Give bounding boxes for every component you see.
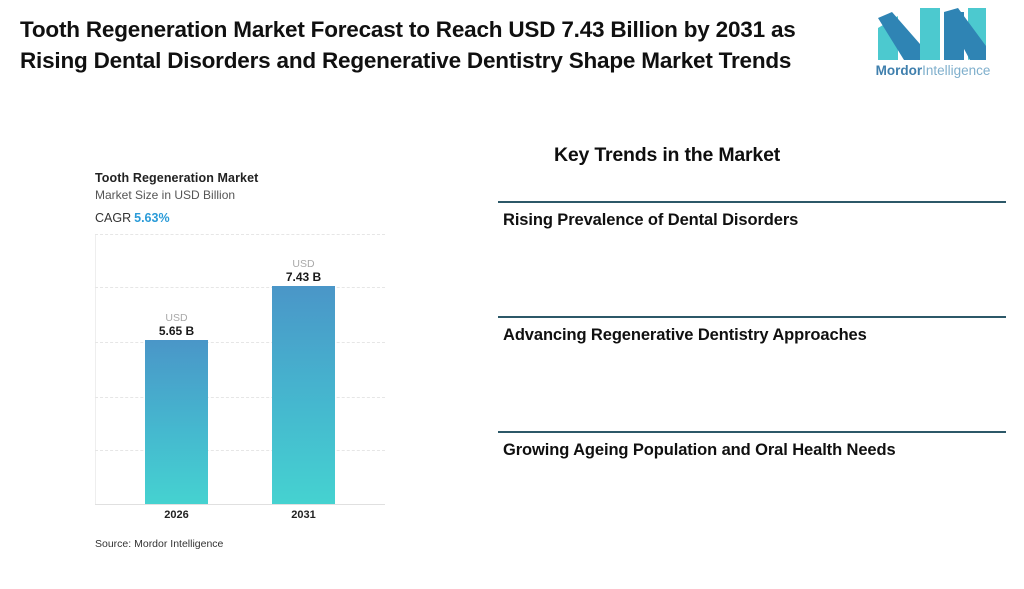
key-trends-panel: Key Trends in the Market Rising Prevalen…	[498, 0, 1024, 589]
page-title: Tooth Regeneration Market Forecast to Re…	[20, 17, 796, 74]
chart-source-note: Source: Mordor Intelligence	[95, 538, 224, 550]
x-axis-line	[95, 504, 385, 505]
chart-cagr: CAGR 5.63%	[95, 211, 170, 225]
trend-divider	[498, 431, 1006, 433]
bar-value-number: 5.65 B	[158, 324, 195, 339]
gridline	[95, 234, 385, 235]
logo-wordmark-bold: Mordor	[875, 63, 923, 78]
bar-value-label-2026: USD 5.65 B	[145, 311, 208, 339]
chart-title: Tooth Regeneration Market	[95, 171, 259, 185]
gridline	[95, 287, 385, 288]
market-size-bar-chart: Tooth Regeneration Market Market Size in…	[0, 0, 470, 589]
bar-value-number: 7.43 B	[285, 270, 322, 285]
brand-logo: MordorIntelligence	[872, 8, 994, 86]
bar-2026[interactable]	[145, 340, 208, 504]
gridline	[95, 450, 385, 451]
x-axis-tick-2031: 2031	[291, 509, 316, 521]
bar-value-label-2031: USD 7.43 B	[272, 257, 335, 285]
y-axis-line	[95, 234, 96, 505]
trend-label: Advancing Regenerative Dentistry Approac…	[503, 326, 867, 344]
trend-divider	[498, 316, 1006, 318]
trend-label: Growing Ageing Population and Oral Healt…	[503, 441, 896, 459]
bar-2031[interactable]	[272, 286, 335, 504]
trend-divider	[498, 201, 1006, 203]
key-trends-heading: Key Trends in the Market	[553, 144, 781, 166]
x-axis-tick-2026: 2026	[164, 509, 189, 521]
bar-value-unit: USD	[165, 311, 188, 324]
bar-value-unit: USD	[292, 257, 315, 270]
chart-subtitle: Market Size in USD Billion	[95, 188, 236, 202]
chart-plot-area: USD 5.65 B USD 7.43 B 2026 2031	[95, 234, 385, 521]
mordor-intelligence-logo-mark	[878, 8, 986, 60]
gridline	[95, 397, 385, 398]
cagr-label: CAGR	[95, 211, 132, 225]
cagr-value: 5.63%	[134, 211, 170, 225]
logo-wordmark-light: Intelligence	[922, 63, 991, 78]
trend-label: Rising Prevalence of Dental Disorders	[503, 211, 799, 229]
logo-wordmark: MordorIntelligence	[872, 64, 994, 78]
gridline	[95, 342, 385, 343]
